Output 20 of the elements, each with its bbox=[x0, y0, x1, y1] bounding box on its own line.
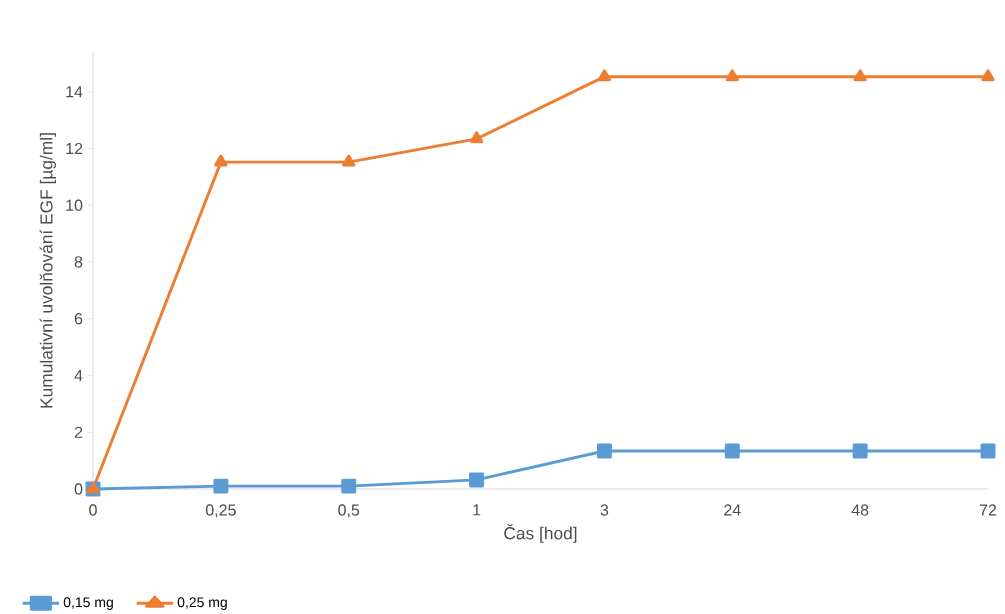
y-tick-label: 0 bbox=[74, 483, 83, 495]
y-tick-label: 8 bbox=[74, 256, 83, 268]
x-tick-label: 0 bbox=[89, 504, 97, 516]
x-tick-label: 72 bbox=[979, 504, 997, 516]
y-tick-label: 4 bbox=[74, 369, 83, 381]
legend-label: 0,15 mg bbox=[63, 597, 113, 610]
x-tick-label: 48 bbox=[851, 504, 869, 516]
x-tick-label: 0,5 bbox=[338, 504, 360, 518]
y-tick-label: 14 bbox=[66, 86, 83, 98]
y-tick-label: 10 bbox=[66, 199, 83, 211]
y-tick-label: 2 bbox=[74, 426, 83, 438]
y-tick-label: 6 bbox=[74, 312, 83, 325]
x-axis-title: Čas [hod] bbox=[504, 523, 577, 543]
y-axis-title: Kumulativní uvolňování EGF [µg/ml] bbox=[39, 133, 57, 408]
x-tick-label: 0,25 bbox=[205, 504, 236, 518]
y-tick-label: 12 bbox=[66, 142, 83, 154]
legend-label: 0,25 mg bbox=[177, 597, 227, 610]
x-tick-label: 1 bbox=[473, 504, 481, 516]
x-tick-label: 24 bbox=[724, 504, 741, 516]
x-tick-label: 3 bbox=[600, 504, 609, 516]
